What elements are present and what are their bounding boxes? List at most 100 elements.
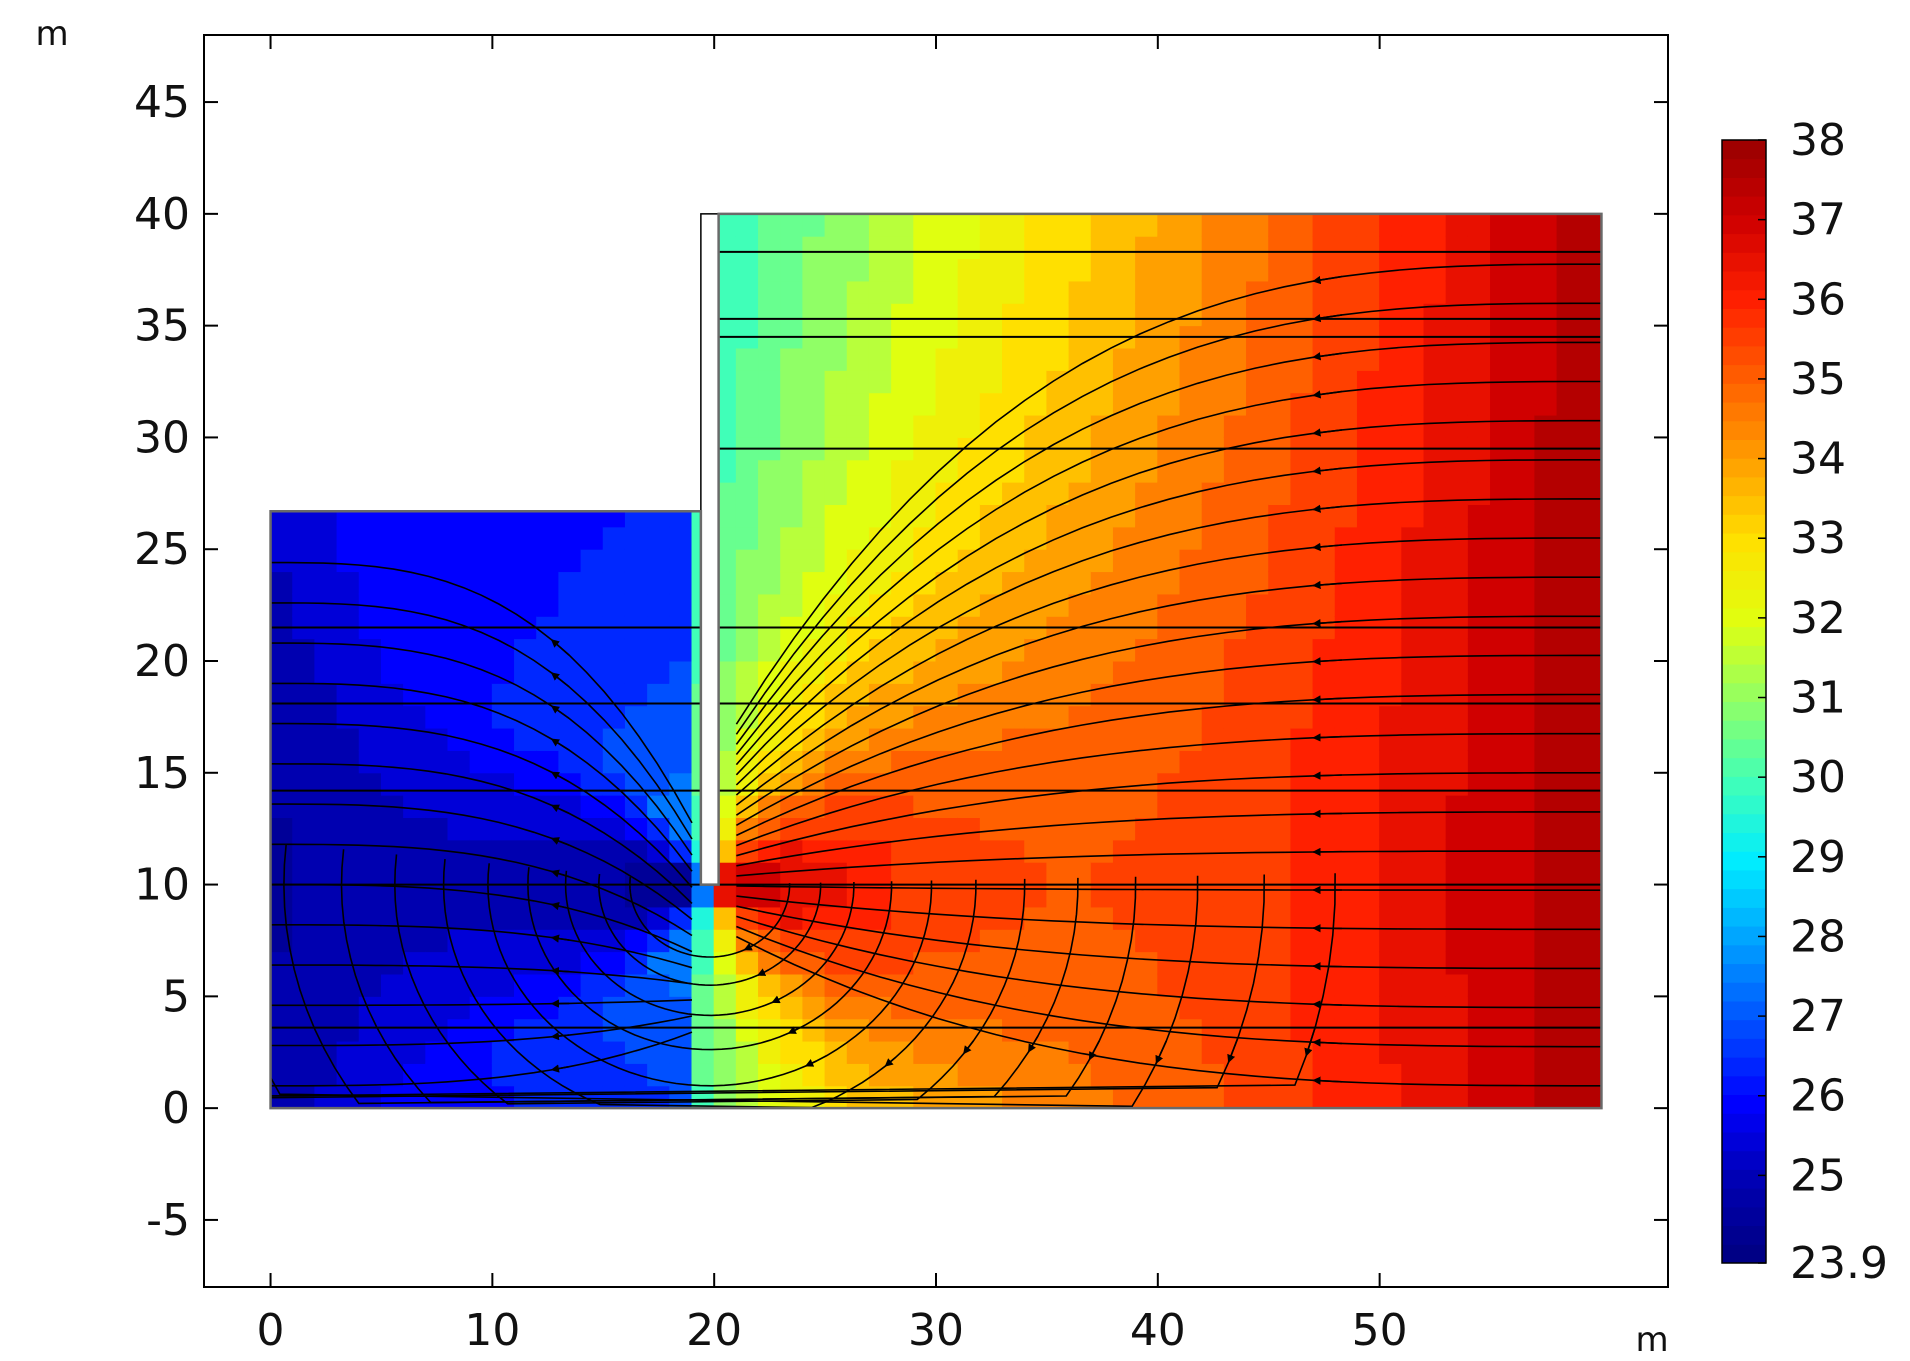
field-cell (1556, 660, 1580, 684)
field-cell (624, 951, 649, 975)
field-cell (1578, 571, 1602, 595)
field-cell (1534, 749, 1558, 774)
field-cell (1467, 1040, 1492, 1064)
field-cell (1201, 1040, 1225, 1064)
field-cell (1556, 235, 1580, 260)
field-cell (1512, 906, 1536, 930)
field-cell (913, 772, 937, 796)
field-cell (1490, 414, 1514, 438)
field-cell (780, 526, 804, 550)
field-cell (624, 682, 649, 707)
field-cell (824, 995, 848, 1020)
field-cell (624, 593, 649, 617)
field-cell (292, 839, 316, 863)
y-tick-label: 35 (134, 301, 190, 352)
field-cell (447, 817, 471, 841)
field-cell (536, 1085, 560, 1109)
field-cell (1423, 772, 1447, 796)
field-cell (1046, 638, 1070, 662)
field-cell (602, 638, 626, 662)
field-cell (1467, 1085, 1492, 1109)
field-cell (979, 280, 1004, 304)
field-cell (1246, 1062, 1270, 1087)
field-cell (1334, 504, 1358, 528)
field-cell (868, 392, 893, 416)
field-cell (1334, 369, 1358, 394)
field-cell (624, 571, 649, 595)
field-cell (491, 705, 516, 729)
field-cell (1578, 638, 1602, 662)
field-cell (1046, 727, 1070, 751)
field-cell (1578, 928, 1602, 953)
field-cell (957, 660, 981, 684)
field-cell (491, 682, 516, 707)
field-cell (824, 638, 848, 662)
field-cell (1068, 302, 1092, 327)
field-cell (270, 727, 294, 751)
field-cell (957, 749, 981, 774)
field-cell (1024, 839, 1048, 863)
field-cell (913, 593, 937, 617)
field-cell (514, 638, 538, 662)
field-cell (514, 526, 538, 550)
field-cell (469, 1040, 493, 1064)
field-cell (1512, 392, 1536, 416)
field-cell (1445, 660, 1469, 684)
field-cell (824, 526, 848, 550)
field-cell (1223, 548, 1248, 573)
field-cell (1512, 638, 1536, 662)
colorbar-segment (1722, 569, 1766, 590)
field-cell (824, 727, 848, 751)
colorbar-segment (1722, 195, 1766, 216)
field-cell (1179, 638, 1203, 662)
field-cell (1157, 258, 1181, 282)
field-cell (380, 1018, 405, 1042)
field-cell (802, 794, 826, 818)
field-cell (647, 682, 671, 707)
streamline (564, 870, 855, 1017)
field-cell (1312, 817, 1336, 841)
field-cell (1490, 593, 1514, 617)
field-cell (270, 1085, 294, 1109)
field-cell (336, 682, 360, 707)
field-cell (802, 414, 826, 438)
field-cell (1512, 280, 1536, 304)
field-cell (913, 213, 937, 237)
field-cell (1379, 504, 1403, 528)
streamline-arrow (1312, 275, 1343, 285)
field-cell (1334, 973, 1358, 997)
field-cell (1445, 772, 1469, 796)
field-cell (1312, 1040, 1336, 1064)
field-cell (514, 593, 538, 617)
field-cell (558, 817, 582, 841)
field-cell (1002, 884, 1026, 908)
field-cell (1312, 1018, 1336, 1042)
y-tick-label: 10 (134, 860, 190, 911)
field-cell (913, 392, 937, 416)
field-cell (1046, 347, 1070, 371)
field-cell (1135, 928, 1159, 953)
field-cell (1112, 861, 1137, 886)
field-cell (935, 884, 959, 908)
field-cell (868, 884, 893, 908)
field-cell (1512, 258, 1536, 282)
field-cell (780, 392, 804, 416)
y-tick-label: 40 (134, 189, 190, 240)
field-cell (514, 794, 538, 818)
colorbar-segment (1722, 551, 1766, 571)
colorbar-segment (1722, 757, 1766, 777)
field-cell (1002, 280, 1026, 304)
field-cell (979, 817, 1004, 841)
field-cell (846, 995, 870, 1020)
streamline (270, 843, 693, 937)
field-cell (846, 749, 870, 774)
field-cell (802, 839, 826, 863)
colorbar-segment (1722, 850, 1766, 871)
colorbar-segment (1722, 420, 1766, 440)
field-cell (580, 571, 604, 595)
field-cell (558, 548, 582, 573)
field-cell (1024, 1062, 1048, 1087)
colorbar-segment (1722, 963, 1766, 983)
field-cell (1246, 347, 1270, 371)
field-cell (957, 548, 981, 573)
